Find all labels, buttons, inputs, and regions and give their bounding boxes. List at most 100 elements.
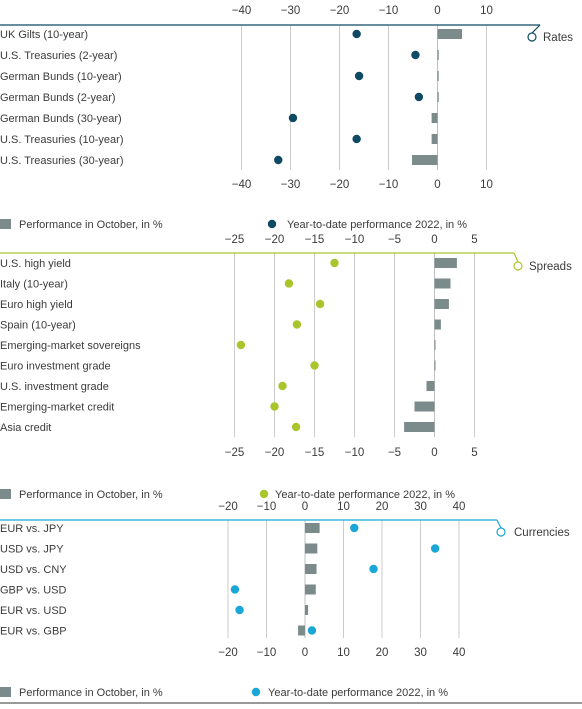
rates-category-label: U.S. Treasuries (10-year) <box>0 134 123 146</box>
spreads-tick-label-top: −20 <box>265 234 285 246</box>
rates-ytd-dot <box>274 155 283 165</box>
rates-category-label: UK Gilts (10-year) <box>0 29 88 41</box>
rates-tick-label-bottom: 0 <box>434 179 440 191</box>
rates-october-bar <box>412 155 438 165</box>
spreads-october-bar <box>434 299 449 309</box>
spreads-october-bar <box>434 258 457 268</box>
rates-october-bar <box>437 50 439 60</box>
currencies-tick-label-bottom: −10 <box>257 647 277 659</box>
spreads-category-label: U.S. high yield <box>0 258 71 270</box>
rates-legend-dot-swatch <box>267 219 277 229</box>
spreads-tick-label-bottom: −25 <box>225 447 245 459</box>
spreads-ytd-dot <box>330 258 339 268</box>
rates-panel-ring-icon <box>527 32 537 42</box>
rates-tick-label-top: 0 <box>434 5 440 17</box>
spreads-tick-label-top: 5 <box>471 234 477 246</box>
spreads-ytd-dot <box>292 320 302 329</box>
rates-legend-ytd: Year-to-date performance 2022, in % <box>287 219 467 231</box>
currencies-category-label: GBP vs. USD <box>0 585 66 597</box>
rates-tick-label-top: −30 <box>281 5 301 17</box>
spreads-panel-label: Spreads <box>529 261 572 273</box>
spreads-ytd-dot <box>278 381 287 391</box>
spreads-category-label: Euro high yield <box>0 299 73 311</box>
rates-category-label: German Bunds (2-year) <box>0 92 116 104</box>
currencies-category-label: EUR vs. USD <box>0 605 67 617</box>
spreads-ytd-dot <box>291 422 301 432</box>
rates-ytd-dot <box>352 29 361 39</box>
currencies-october-bar <box>305 584 316 595</box>
rates-header-connector <box>531 24 541 34</box>
rates-tick-label-top: −20 <box>330 5 350 17</box>
currencies-tick-label-bottom: 30 <box>414 647 427 659</box>
spreads-ytd-dot <box>270 402 279 411</box>
spreads-ytd-dot <box>236 340 246 350</box>
rates-ytd-dot <box>411 50 420 60</box>
rates-category-label: German Bunds (10-year) <box>0 71 122 83</box>
rates-october-bar <box>437 92 439 102</box>
currencies-tick-label-bottom: 10 <box>337 647 350 659</box>
rates-tick-label-bottom: −20 <box>330 179 350 191</box>
rates-ytd-dot <box>288 113 298 123</box>
spreads-category-label: Italy (10-year) <box>0 279 68 291</box>
rates-october-bar <box>431 113 438 123</box>
currencies-category-label: EUR vs. JPY <box>0 523 64 535</box>
spreads-legend-bar-swatch <box>0 489 11 499</box>
currencies-ytd-dot <box>369 564 378 574</box>
spreads-october-bar <box>426 381 435 391</box>
spreads-ytd-dot <box>284 279 294 288</box>
spreads-october-bar <box>434 360 436 371</box>
currencies-tick-label-top: 40 <box>453 501 466 513</box>
rates-legend-bar-swatch <box>0 219 11 229</box>
rates-ytd-dot <box>414 92 424 102</box>
currencies-header-connector <box>496 519 502 529</box>
currencies-tick-label-top: 10 <box>337 501 350 513</box>
rates-tick-label-bottom: −40 <box>232 179 252 191</box>
currencies-october-bar <box>305 523 320 533</box>
spreads-legend-dot-swatch <box>259 489 269 499</box>
rates-tick-label-top: −40 <box>232 5 252 17</box>
rates-october-bar <box>437 71 439 81</box>
currencies-legend-ytd: Year-to-date performance 2022, in % <box>268 687 448 699</box>
spreads-category-label: Emerging-market sovereigns <box>0 340 141 352</box>
spreads-tick-label-bottom: −5 <box>388 447 401 459</box>
currencies-tick-label-bottom: 0 <box>302 647 308 659</box>
currencies-ytd-dot <box>307 626 317 635</box>
currencies-ytd-dot <box>235 605 244 615</box>
spreads-ytd-dot <box>310 361 319 370</box>
rates-tick-label-top: 10 <box>480 5 493 17</box>
spreads-panel-ring-icon <box>513 261 523 271</box>
currencies-tick-label-top: 0 <box>302 501 308 513</box>
rates-category-label: German Bunds (30-year) <box>0 113 122 125</box>
currencies-tick-label-bottom: 20 <box>376 647 389 659</box>
spreads-october-bar <box>434 319 441 330</box>
rates-ytd-dot <box>354 71 364 81</box>
spreads-tick-label-top: −5 <box>388 234 401 246</box>
currencies-panel-ring-icon <box>496 527 506 537</box>
rates-category-label: U.S. Treasuries (2-year) <box>0 50 117 62</box>
rates-tick-label-bottom: 10 <box>480 179 493 191</box>
spreads-category-label: Spain (10-year) <box>0 320 76 332</box>
currencies-category-label: USD vs. CNY <box>0 564 67 576</box>
spreads-legend-october: Performance in October, in % <box>19 489 163 501</box>
currencies-panel-label: Currencies <box>514 527 570 539</box>
currencies-october-bar <box>305 605 309 615</box>
currencies-legend-dot-swatch <box>251 687 261 697</box>
rates-tick-label-bottom: −30 <box>281 179 301 191</box>
spreads-tick-label-bottom: 5 <box>471 447 477 459</box>
spreads-tick-label-top: −15 <box>305 234 325 246</box>
spreads-october-bar <box>414 401 435 412</box>
rates-october-bar <box>437 29 462 39</box>
spreads-tick-label-bottom: −15 <box>305 447 325 459</box>
spreads-category-label: Emerging-market credit <box>0 402 114 414</box>
currencies-october-bar <box>305 543 318 554</box>
spreads-october-bar <box>404 422 435 432</box>
rates-panel-label: Rates <box>543 32 573 44</box>
spreads-category-label: U.S. investment grade <box>0 381 109 393</box>
currencies-tick-label-bottom: 40 <box>453 647 466 659</box>
currencies-tick-label-bottom: −20 <box>218 647 238 659</box>
spreads-tick-label-top: −10 <box>345 234 365 246</box>
spreads-october-bar <box>434 340 436 350</box>
currencies-ytd-dot <box>230 585 240 594</box>
spreads-ytd-dot <box>315 299 325 309</box>
